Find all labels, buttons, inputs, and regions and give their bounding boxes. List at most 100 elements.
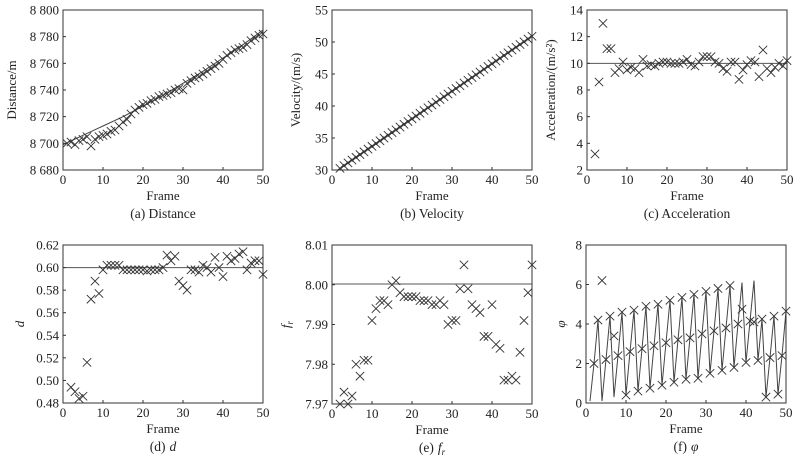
data-point-marker: [475, 67, 485, 77]
chart-panel-e: 0 10 20 30 40 507.977.987.998.008.01Framefr(e…: [278, 238, 539, 458]
data-point-marker: [606, 44, 616, 54]
data-point-marker: [778, 61, 788, 71]
data-point-marker: [371, 304, 381, 314]
x-tick-label: 0: [584, 172, 591, 187]
data-point-marker: [202, 66, 212, 76]
y-tick-label: 2: [576, 356, 583, 371]
x-axis-label: Frame: [146, 188, 179, 203]
data-point-marker: [423, 103, 433, 113]
data-point-marker: [226, 48, 236, 58]
y-tick-label: 0.60: [36, 260, 59, 275]
data-point-marker: [459, 260, 469, 270]
x-tick-label: 30: [177, 172, 190, 187]
data-point-marker: [186, 76, 196, 86]
x-tick-label: 10: [366, 406, 379, 421]
data-point-marker: [214, 263, 224, 273]
data-point-marker: [130, 105, 140, 115]
y-tick-label: 4: [576, 317, 583, 332]
chart-panel-c: 0 10 20 30 40 50 2 4 6 8 10 12 14 Frame Acceleration/(…: [543, 3, 794, 222]
data-point-marker: [455, 284, 465, 294]
data-point-marker: [650, 61, 660, 71]
y-tick-label: 8 800: [30, 3, 59, 18]
x-tick-label: 50: [781, 172, 794, 187]
data-point-marker: [713, 283, 723, 293]
y-axis-label: Velocity/(m/s): [288, 53, 303, 127]
plot-area-frame: [62, 244, 264, 404]
y-tick-label: 8 700: [30, 136, 59, 151]
data-point-marker: [657, 380, 667, 390]
y-tick-label: 0.58: [36, 283, 59, 298]
data-point-marker: [629, 305, 639, 315]
data-point-marker: [74, 393, 84, 404]
y-tick-label: 45: [315, 67, 328, 82]
y-axis-label-subscript: r: [285, 320, 295, 324]
x-tick-label: 50: [257, 172, 270, 187]
data-point-marker: [519, 316, 529, 326]
data-point-marker: [383, 300, 393, 310]
data-point-marker: [86, 294, 96, 304]
data-point-marker: [102, 129, 112, 139]
data-point-marker: [419, 106, 429, 116]
data-point-marker: [162, 250, 172, 260]
data-point-marker: [507, 45, 517, 55]
data-point-marker: [665, 295, 675, 305]
data-point-marker: [134, 265, 144, 275]
y-tick-label: 7.98: [305, 357, 328, 372]
chart-caption: (c) Acceleration: [644, 206, 731, 221]
chart-panel-d: 0 10 20 30 40 50 0.48 0.50 0.52 0.54 0.56 0.58 0.60 0…: [12, 238, 270, 455]
x-tick-label: 0: [60, 405, 67, 420]
data-point-marker: [503, 48, 513, 58]
data-point-marker: [395, 122, 405, 132]
data-point-marker: [182, 285, 192, 295]
data-point-marker: [246, 36, 256, 46]
data-point-marker: [725, 280, 735, 291]
data-point-marker: [343, 158, 353, 168]
data-point-marker: [479, 331, 489, 341]
data-point-marker: [726, 57, 736, 67]
y-tick-label: 30: [315, 163, 328, 178]
x-tick-label: 30: [700, 405, 713, 420]
data-point-marker: [451, 316, 461, 326]
data-point-marker: [146, 265, 156, 275]
caption-label: (b) Velocity: [400, 206, 464, 221]
x-tick-label: 0: [60, 172, 67, 187]
y-axis-label: fr: [278, 320, 295, 328]
data-point-marker: [625, 347, 635, 357]
data-point-marker: [363, 355, 373, 365]
data-point-marker: [613, 351, 623, 361]
chart-panel-a: 0 10 20 30 40 50 8 680 8 700 8 720 8 740 8 760 8 78…: [4, 3, 270, 222]
data-point-marker: [729, 362, 739, 372]
data-point-marker: [515, 347, 525, 357]
y-axis-label: Acceleration/(m/s²): [543, 39, 558, 140]
data-point-marker: [250, 256, 260, 266]
x-tick-label: 20: [406, 172, 419, 187]
data-point-marker: [198, 69, 208, 79]
series-line-phase: [589, 280, 787, 402]
data-point-marker: [511, 375, 521, 385]
data-point-marker: [682, 54, 692, 64]
x-tick-label: 10: [621, 172, 634, 187]
x-tick-label: 50: [526, 172, 539, 187]
data-point-marker: [519, 37, 529, 47]
data-point-marker: [717, 365, 727, 375]
x-tick-label: 30: [446, 406, 459, 421]
data-point-marker: [439, 92, 449, 102]
data-point-marker: [511, 42, 521, 52]
y-tick-label: 8 680: [30, 163, 59, 178]
data-point-marker: [658, 57, 668, 67]
data-point-marker: [638, 54, 648, 64]
data-point-marker: [491, 56, 501, 66]
data-point-marker: [166, 88, 176, 98]
y-tick-label: 0.52: [36, 350, 59, 365]
plot-area-frame: [331, 9, 533, 171]
data-point-marker: [773, 389, 783, 399]
data-point-marker: [122, 265, 132, 275]
data-point-marker: [653, 299, 663, 309]
data-point-marker: [499, 50, 509, 61]
data-point-marker: [427, 300, 437, 310]
data-point-marker: [359, 355, 369, 365]
x-axis-label: Frame: [415, 422, 448, 437]
y-tick-label: 6: [577, 109, 584, 124]
data-point-marker: [210, 61, 220, 71]
